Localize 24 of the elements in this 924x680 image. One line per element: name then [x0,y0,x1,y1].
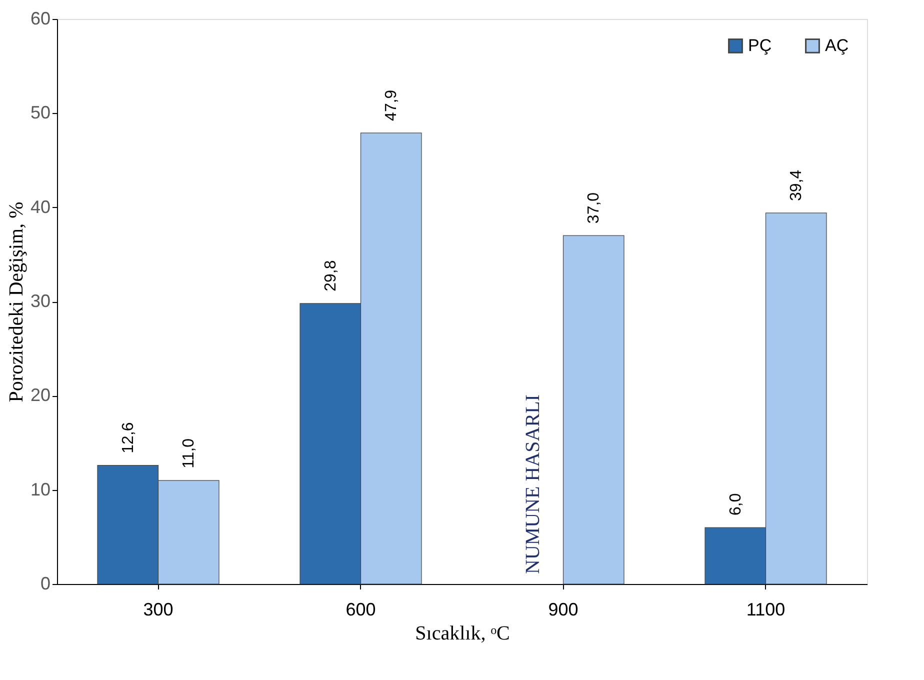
annotation: NUMUNE HASARLI [522,394,544,574]
x-tick-label: 1100 [746,600,786,620]
x-tick-label: 900 [548,600,578,620]
y-tick-label: 30 [30,291,50,311]
data-label: 12,6 [120,422,137,454]
y-tick-label: 0 [40,574,50,594]
y-tick-label: 20 [30,385,50,406]
x-tick-label: 600 [346,600,376,620]
data-label: 47,9 [383,90,400,121]
bar [562,235,624,584]
x-tick-label: 300 [143,600,174,620]
y-tick-label: 60 [30,8,50,28]
data-label: 29,8 [322,260,340,292]
data-label: 11,0 [180,438,198,468]
y-tick-label: 50 [30,102,50,123]
y-axis-title: Porozitedeki Değişim, % [5,202,28,402]
data-label: 37,0 [586,192,603,224]
data-label: 6,0 [727,493,744,516]
x-axis-title: Sıcaklık, ᵒC [415,622,510,644]
y-tick-label: 40 [30,196,50,217]
data-label: 39,4 [788,170,806,201]
legend-label: AÇ [825,36,849,55]
legend-label: PÇ [748,36,772,55]
y-tick-label: 10 [30,479,50,500]
